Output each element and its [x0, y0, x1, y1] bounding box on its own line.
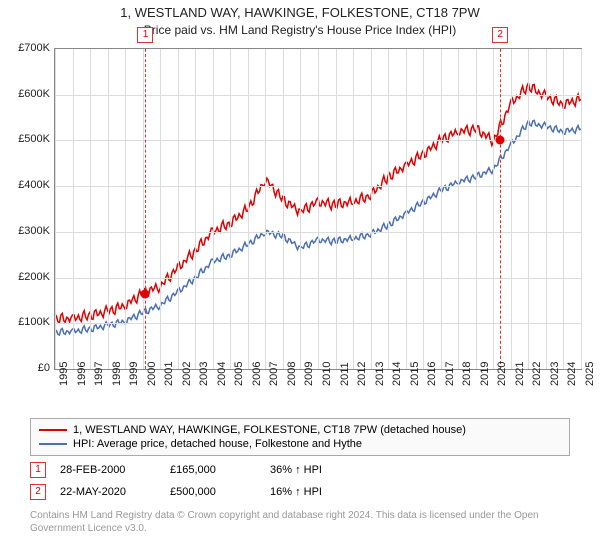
transaction-index: 1 [30, 462, 46, 478]
legend-label: HPI: Average price, detached house, Folk… [73, 438, 362, 450]
x-tick-label: 1996 [76, 362, 88, 386]
marker-label: 1 [137, 27, 153, 43]
transaction-row: 2 22-MAY-2020£500,00016% ↑ HPI [30, 484, 570, 500]
x-tick-label: 1997 [93, 362, 105, 386]
y-tick-label: £300K [0, 225, 50, 237]
x-tick-label: 2023 [549, 362, 561, 386]
x-tick-label: 2010 [321, 362, 333, 386]
legend-block: 1, WESTLAND WAY, HAWKINGE, FOLKESTONE, C… [30, 418, 570, 535]
legend-box: 1, WESTLAND WAY, HAWKINGE, FOLKESTONE, C… [30, 418, 570, 456]
legend-label: 1, WESTLAND WAY, HAWKINGE, FOLKESTONE, C… [73, 424, 466, 436]
x-tick-label: 2009 [303, 362, 315, 386]
chart-container: 1, WESTLAND WAY, HAWKINGE, FOLKESTONE, C… [0, 0, 600, 560]
legend-row: HPI: Average price, detached house, Folk… [39, 437, 561, 451]
y-tick-label: £0 [0, 362, 50, 374]
x-tick-label: 2005 [233, 362, 245, 386]
disclaimer-text: Contains HM Land Registry data © Crown c… [30, 510, 570, 535]
transaction-date: 22-MAY-2020 [60, 486, 170, 498]
x-tick-label: 2008 [286, 362, 298, 386]
chart-subtitle: Price paid vs. HM Land Registry's House … [0, 21, 600, 37]
x-tick-label: 2006 [251, 362, 263, 386]
y-tick-label: £400K [0, 179, 50, 191]
chart-title: 1, WESTLAND WAY, HAWKINGE, FOLKESTONE, C… [0, 0, 600, 21]
transaction-price: £165,000 [170, 464, 270, 476]
y-tick-label: £600K [0, 88, 50, 100]
y-tick-label: £200K [0, 271, 50, 283]
x-tick-label: 2011 [339, 362, 351, 386]
x-tick-label: 2015 [409, 362, 421, 386]
x-tick-label: 2016 [426, 362, 438, 386]
x-tick-label: 2025 [584, 362, 596, 386]
transaction-price: £500,000 [170, 486, 270, 498]
y-tick-label: £700K [0, 42, 50, 54]
x-tick-label: 2007 [268, 362, 280, 386]
marker-label: 2 [492, 27, 508, 43]
transaction-ratio: 16% ↑ HPI [270, 486, 370, 498]
x-tick-label: 2002 [181, 362, 193, 386]
legend-swatch [39, 429, 67, 431]
x-tick-label: 2013 [374, 362, 386, 386]
legend-swatch [39, 443, 67, 445]
transaction-row: 1 28-FEB-2000£165,00036% ↑ HPI [30, 462, 570, 478]
y-tick-label: £100K [0, 316, 50, 328]
x-tick-label: 2001 [163, 362, 175, 386]
x-tick-label: 2020 [496, 362, 508, 386]
transaction-index: 2 [30, 484, 46, 500]
plot-area: 12 [54, 48, 582, 370]
transaction-ratio: 36% ↑ HPI [270, 464, 370, 476]
x-tick-label: 2014 [391, 362, 403, 386]
x-tick-label: 2024 [566, 362, 578, 386]
x-tick-label: 2018 [461, 362, 473, 386]
x-tick-label: 2022 [531, 362, 543, 386]
x-tick-label: 2003 [198, 362, 210, 386]
transaction-list: 1 28-FEB-2000£165,00036% ↑ HPI 2 22-MAY-202… [30, 462, 570, 500]
x-tick-label: 2017 [444, 362, 456, 386]
x-tick-label: 1999 [128, 362, 140, 386]
x-tick-label: 1995 [58, 362, 70, 386]
legend-row: 1, WESTLAND WAY, HAWKINGE, FOLKESTONE, C… [39, 423, 561, 437]
x-tick-label: 2000 [146, 362, 158, 386]
x-tick-label: 2004 [216, 362, 228, 386]
x-tick-label: 1998 [111, 362, 123, 386]
y-tick-label: £500K [0, 133, 50, 145]
x-tick-label: 2021 [514, 362, 526, 386]
x-tick-label: 2012 [356, 362, 368, 386]
transaction-date: 28-FEB-2000 [60, 464, 170, 476]
x-tick-label: 2019 [479, 362, 491, 386]
